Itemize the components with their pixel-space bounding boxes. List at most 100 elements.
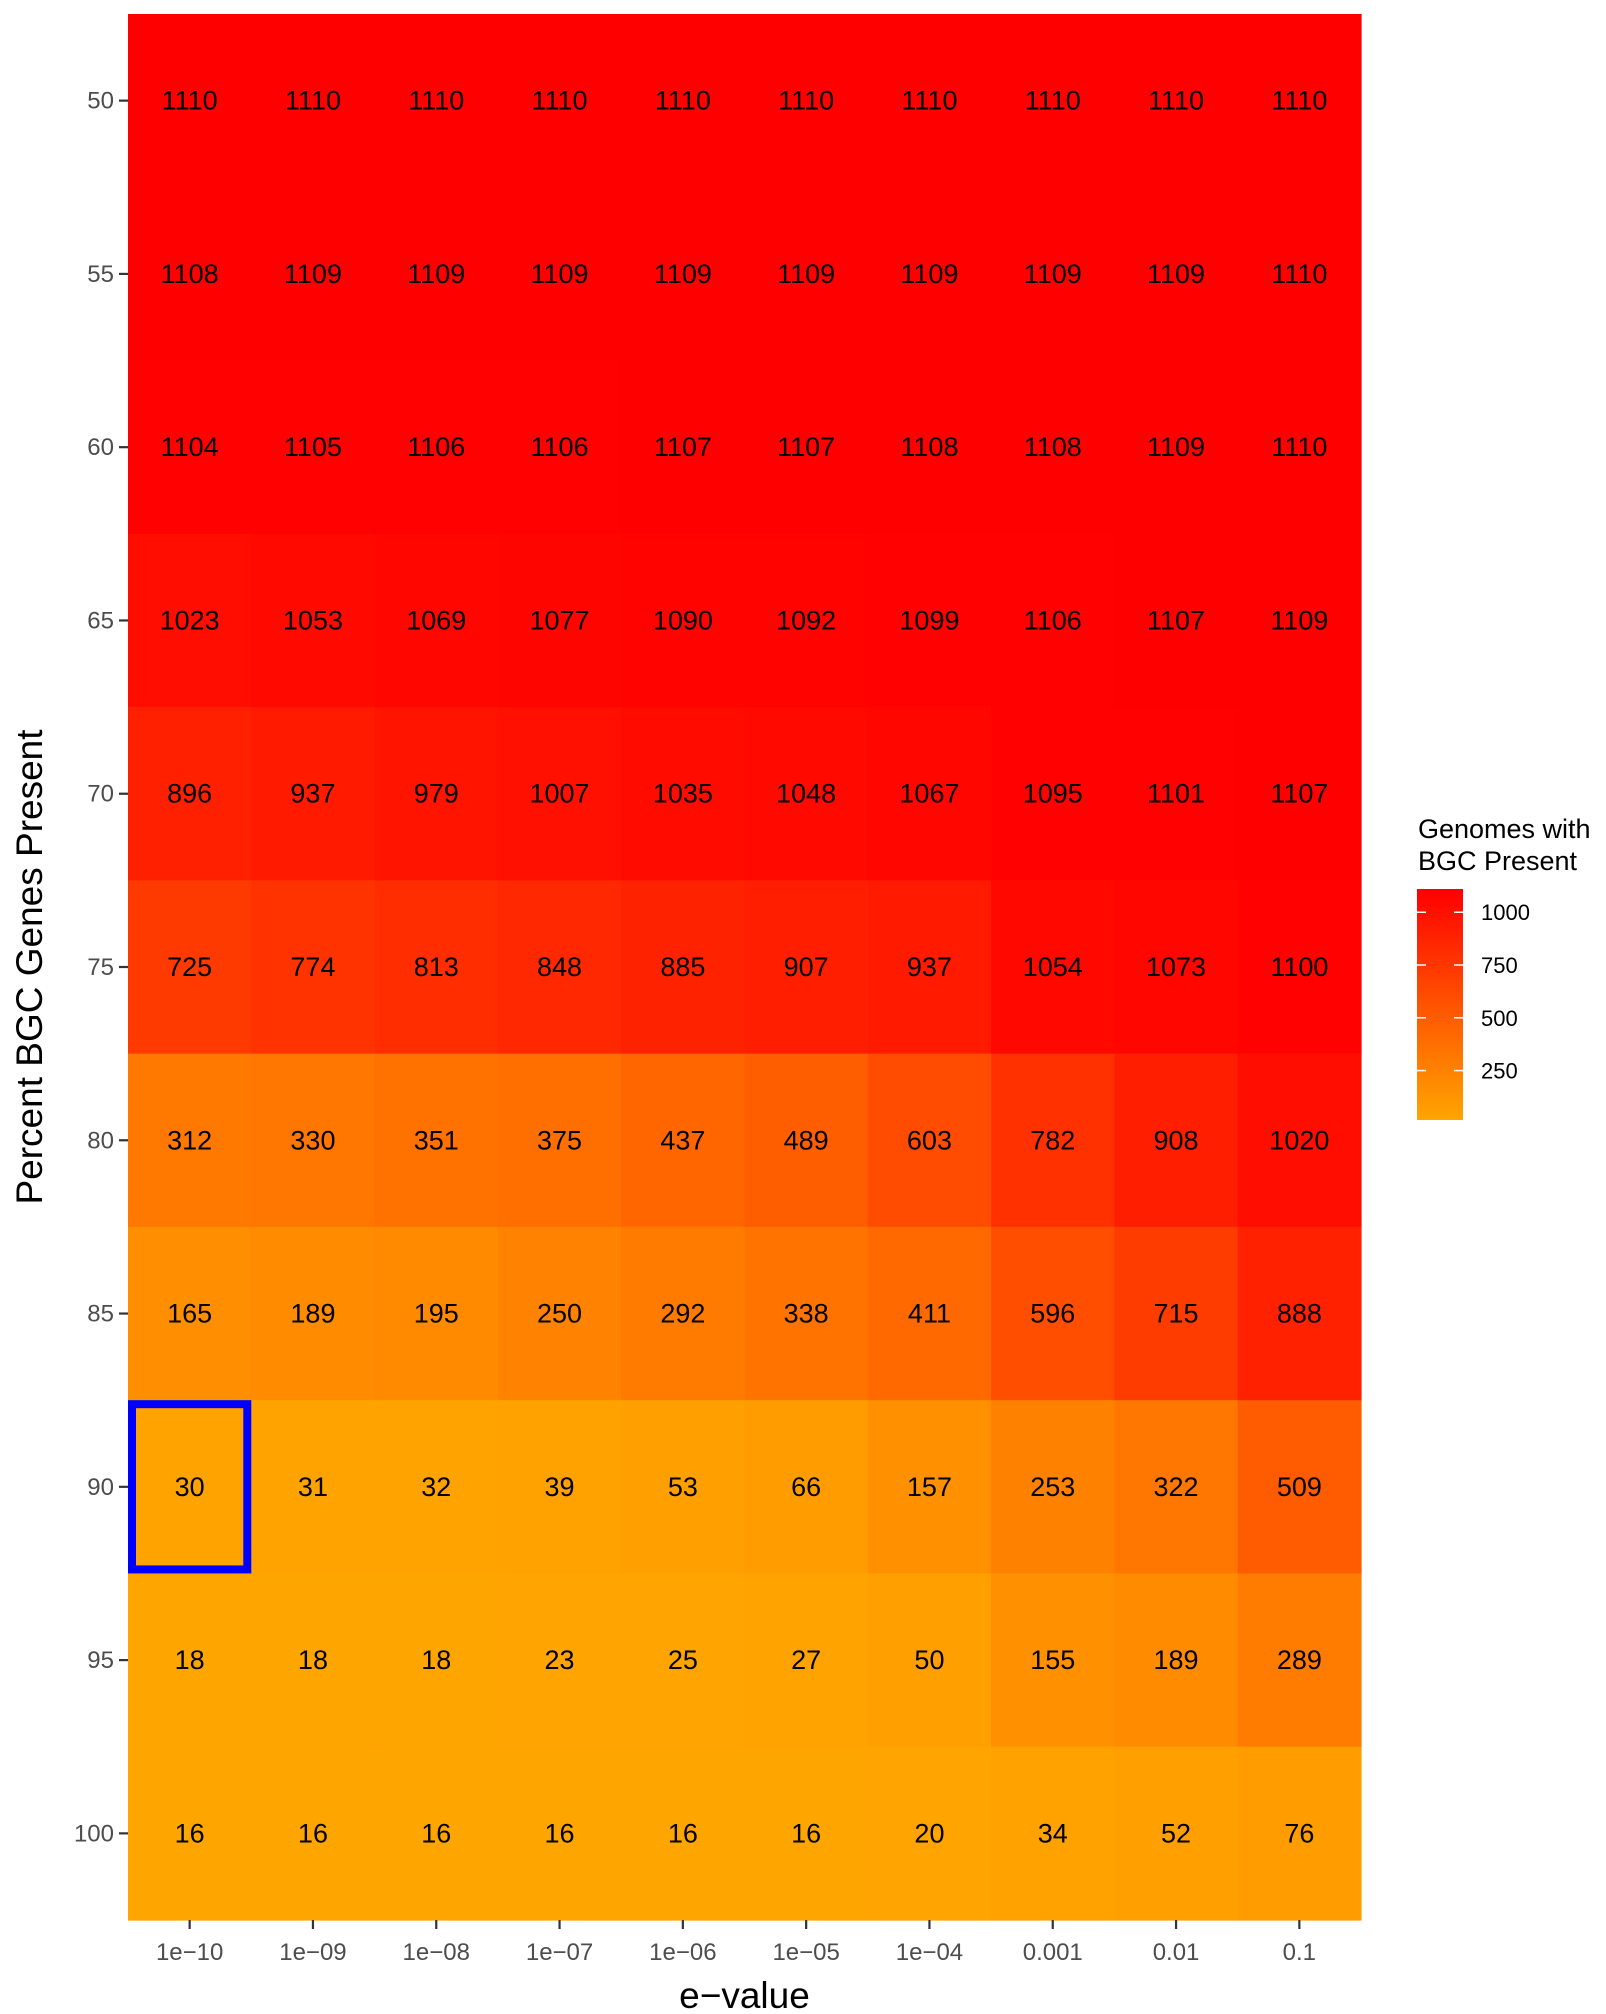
heatmap-cell <box>621 14 746 188</box>
heatmap-cell <box>374 14 499 188</box>
cell-value-label: 1110 <box>655 86 711 116</box>
heatmap-cell <box>744 533 869 708</box>
heatmap-cell <box>251 1226 376 1401</box>
heatmap-cell <box>251 1053 376 1228</box>
heatmap-cell <box>1237 14 1362 188</box>
cell-value-label: 338 <box>784 1299 829 1329</box>
heatmap-cell <box>497 533 622 708</box>
cell-value-label: 1110 <box>1271 259 1327 289</box>
heatmap-cell <box>744 1053 869 1228</box>
cell-value-label: 1104 <box>161 432 219 462</box>
cell-value-label: 1107 <box>654 432 712 462</box>
cell-value-label: 27 <box>791 1645 821 1675</box>
cell-value-label: 1109 <box>531 259 589 289</box>
heatmap-cell <box>128 1746 252 1921</box>
y-tick-label: 85 <box>87 1301 114 1328</box>
cell-value-label: 1100 <box>1270 952 1328 982</box>
cell-value-label: 1048 <box>776 779 836 809</box>
heatmap-cell <box>374 1226 499 1401</box>
legend-title-line-1: Genomes with <box>1418 814 1591 844</box>
y-tick-label: 80 <box>87 1127 114 1154</box>
cell-value-label: 896 <box>167 779 212 809</box>
heatmap-cell <box>497 1400 622 1575</box>
heatmap-cell <box>1114 880 1239 1055</box>
heatmap-cell <box>991 1226 1115 1401</box>
x-axis-title: e−value <box>679 1975 810 2014</box>
heatmap-cell <box>497 707 622 881</box>
heatmap-cell <box>128 187 252 362</box>
cell-value-label: 1069 <box>406 605 466 635</box>
heatmap-cell <box>128 1226 252 1401</box>
cell-value-label: 907 <box>784 952 829 982</box>
heatmap-cell <box>374 187 499 362</box>
cell-value-label: 23 <box>545 1645 575 1675</box>
cell-value-label: 1053 <box>283 605 343 635</box>
heatmap-cell <box>1237 1400 1362 1575</box>
y-axis: 50 55 60 65 70 75 80 85 90 95 100 <box>74 88 128 1847</box>
cell-value-label: 888 <box>1277 1299 1322 1329</box>
heatmap-cell <box>1114 707 1239 881</box>
cell-value-label: 489 <box>784 1125 829 1155</box>
cell-value-label: 603 <box>907 1125 952 1155</box>
cell-value-label: 1108 <box>1024 432 1082 462</box>
y-tick-label: 65 <box>87 607 114 634</box>
cell-value-label: 32 <box>421 1472 451 1502</box>
color-legend: Genomes with BGC Present 250 500 750 1000 <box>1417 814 1591 1120</box>
heatmap-cell <box>991 14 1115 188</box>
heatmap-cell <box>744 360 869 535</box>
legend-color-bar <box>1417 889 1463 1120</box>
cell-value-label: 813 <box>414 952 459 982</box>
cell-value-label: 165 <box>167 1299 212 1329</box>
cell-value-label: 1110 <box>901 86 957 116</box>
heatmap-cell <box>374 880 499 1055</box>
heatmap-cell <box>128 1053 252 1228</box>
heatmap-cell <box>497 1746 622 1921</box>
cell-value-label: 1067 <box>899 779 959 809</box>
heatmap-cell <box>991 360 1115 535</box>
cell-value-label: 1110 <box>1271 432 1327 462</box>
heatmap-cell <box>128 1400 252 1575</box>
heatmap-cell <box>621 1226 746 1401</box>
cell-value-label: 1110 <box>408 86 464 116</box>
heatmap-cell <box>251 1573 376 1748</box>
y-tick-label: 60 <box>87 434 114 461</box>
x-tick-label: 1e−09 <box>279 1939 346 1966</box>
x-tick-label: 1e−08 <box>403 1939 470 1966</box>
heatmap-cell <box>621 880 746 1055</box>
cell-value-label: 1110 <box>532 86 588 116</box>
heatmap-cell <box>621 187 746 362</box>
cell-value-label: 76 <box>1284 1818 1314 1848</box>
cell-value-label: 1109 <box>777 259 835 289</box>
legend-tick-label: 250 <box>1481 1059 1518 1084</box>
cell-value-label: 18 <box>421 1645 451 1675</box>
heatmap-cell <box>744 14 869 188</box>
cell-value-label: 1108 <box>161 259 219 289</box>
cell-value-label: 1107 <box>777 432 835 462</box>
heatmap-cell <box>1114 1573 1239 1748</box>
heatmap-cell <box>251 707 376 881</box>
heatmap-cell <box>1114 1226 1239 1401</box>
heatmap-cell <box>867 187 992 362</box>
cell-value-label: 1092 <box>776 605 836 635</box>
heatmap-cell <box>991 1400 1115 1575</box>
cell-value-label: 725 <box>167 952 212 982</box>
cell-value-label: 937 <box>907 952 952 982</box>
cell-value-label: 1109 <box>1024 259 1082 289</box>
cell-value-label: 1108 <box>900 432 958 462</box>
cell-value-label: 1110 <box>285 86 341 116</box>
cell-value-label: 16 <box>791 1818 821 1848</box>
heatmap-cell <box>1237 187 1362 362</box>
heatmap-cell <box>744 707 869 881</box>
cell-value-labels: 1110 1110 1110 1110 1110 1110 1110 1110 1110 1110… <box>160 86 1330 1849</box>
y-axis-title: Percent BGC Genes Present <box>9 729 50 1205</box>
cell-value-label: 30 <box>175 1472 205 1502</box>
heatmap-cell <box>744 1400 869 1575</box>
heatmap-cell <box>374 533 499 708</box>
heatmap-cell <box>497 14 622 188</box>
heatmap-cell <box>867 14 992 188</box>
y-tick-label: 90 <box>87 1474 114 1501</box>
x-tick-label: 0.01 <box>1153 1939 1200 1966</box>
cell-value-label: 1109 <box>1147 432 1205 462</box>
heatmap-cell <box>374 1400 499 1575</box>
